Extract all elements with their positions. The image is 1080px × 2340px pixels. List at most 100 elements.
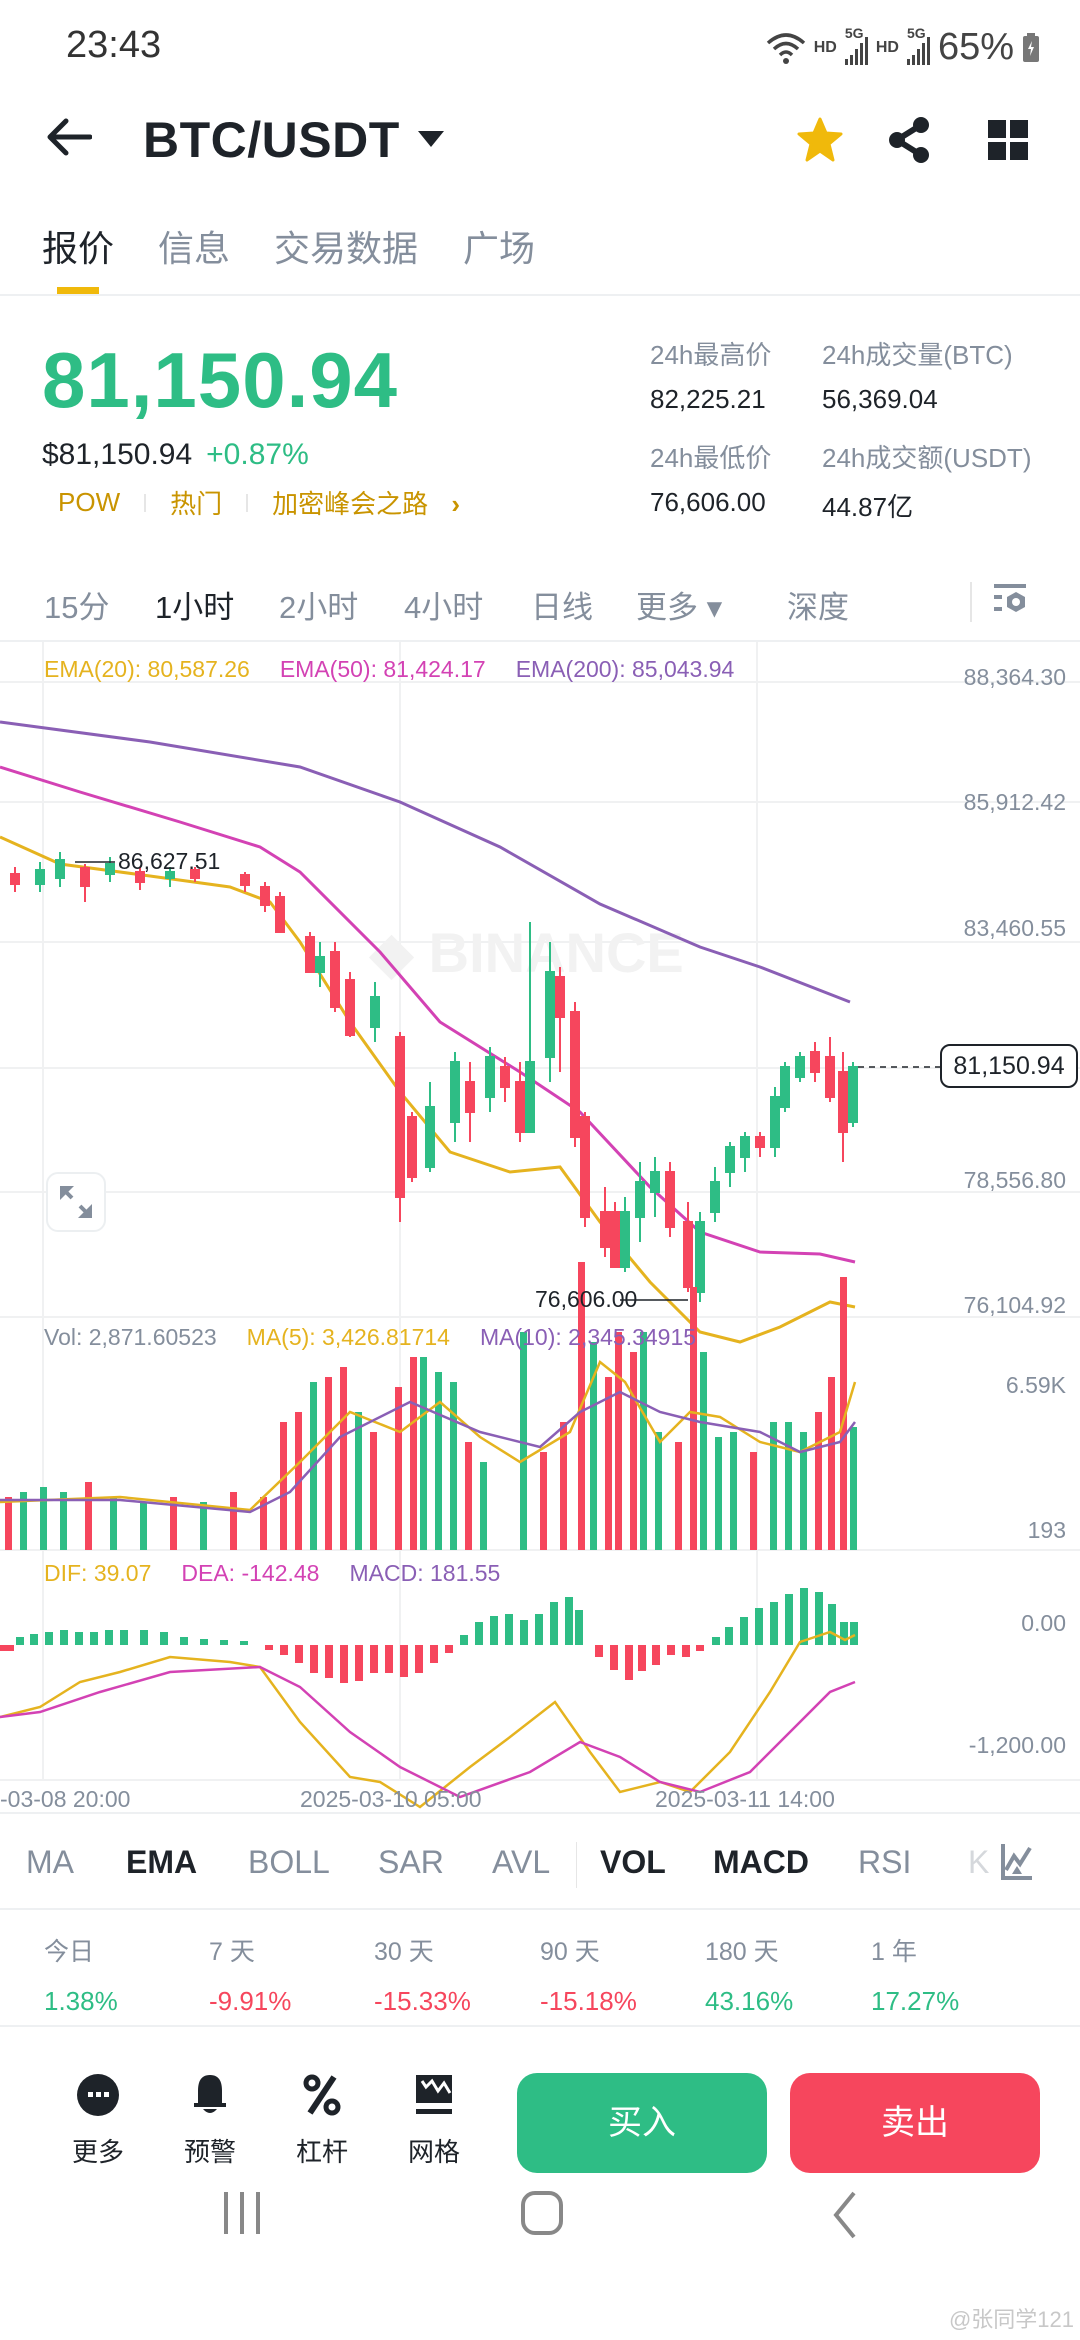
margin-button[interactable]: 杠杆 — [282, 2073, 362, 2169]
grid-trading-icon — [416, 2075, 452, 2114]
status-time: 23:43 — [66, 24, 162, 66]
indicator-avl[interactable]: AVL — [492, 1844, 551, 1880]
signal-icon-2: 5G — [906, 25, 930, 65]
chart-top-divider — [0, 640, 1080, 642]
indicator-rsi[interactable]: RSI — [858, 1844, 912, 1880]
indicator-settings-icon[interactable] — [990, 582, 1030, 622]
indicator-boll[interactable]: BOLL — [248, 1844, 330, 1880]
tag-pow[interactable]: POW — [58, 487, 121, 517]
star-icon[interactable] — [795, 115, 845, 165]
ema200-value: EMA(200): 85,043.94 — [515, 656, 735, 682]
tab-info[interactable]: 信息 — [158, 228, 231, 269]
back-nav-icon[interactable] — [830, 2190, 860, 2240]
grid-icon[interactable] — [983, 115, 1033, 165]
indicator-bar: MA EMA BOLL SAR AVL VOL MACD RSI K — [0, 1822, 1080, 1908]
stat-24h-vol-usdt: 24h成交额(USDT) 44.87亿 — [822, 438, 1031, 524]
timeframe-more[interactable]: 更多 ▾ — [636, 590, 723, 625]
tab-square[interactable]: 广场 — [463, 228, 536, 269]
share-icon[interactable] — [885, 115, 935, 165]
timeframe-2h[interactable]: 2小时 — [279, 590, 359, 625]
home-icon[interactable] — [520, 2190, 564, 2236]
current-price-tag: 81,150.94 — [940, 1044, 1078, 1088]
indicator-divider — [576, 1842, 577, 1888]
chart-canvas: ◆ BINANCE — [0, 642, 1080, 1809]
stat-value: 82,225.21 — [650, 384, 766, 414]
vol-ma10-value: MA(10): 2,345.34915 — [479, 1324, 697, 1350]
date-axis-label: -03-08 20:00 — [0, 1786, 131, 1812]
date-axis-label: 2025-03-11 14:00 — [655, 1786, 835, 1812]
stat-value: 56,369.04 — [822, 384, 938, 414]
low-marker-label: 76,606.00 — [535, 1286, 638, 1312]
battery-percent: 65% — [937, 26, 1014, 68]
date-axis-label: 2025-03-10 05:00 — [300, 1786, 482, 1812]
perf-7d: 7 天 -9.91% — [209, 1938, 292, 2016]
indicator-ema[interactable]: EMA — [126, 1844, 198, 1880]
signal-icon: 5G — [844, 25, 868, 65]
price-axis-label: 83,460.55 — [963, 915, 1066, 941]
status-bar: 23:43 HD 5G HD 5G 65% — [0, 0, 1080, 95]
usd-price: $81,150.94 — [42, 438, 193, 471]
back-arrow-icon[interactable] — [46, 117, 92, 157]
watermark: @张同学121 — [948, 2307, 1074, 2332]
pair-selector[interactable]: BTC/USDT — [143, 111, 444, 169]
volume-legend: Vol: 2,871.60523 MA(5): 3,426.81714 MA(1… — [44, 1324, 696, 1351]
kline-chart[interactable]: ◆ BINANCE — [0, 642, 1080, 1812]
active-tab-indicator — [57, 287, 99, 295]
indicator-ma[interactable]: MA — [26, 1844, 74, 1880]
tag-separator — [246, 493, 249, 512]
timeframe-15m[interactable]: 15分 — [44, 590, 110, 625]
indicator-kdj[interactable]: K — [968, 1844, 990, 1880]
stat-24h-low: 24h最低价 76,606.00 — [650, 438, 771, 518]
perf-1y: 1 年 17.27% — [871, 1938, 960, 2016]
indicator-vol[interactable]: VOL — [600, 1844, 666, 1880]
tag-crypto-summit[interactable]: 加密峰会之路 › — [272, 489, 461, 519]
tab-depth[interactable]: 深度 — [787, 590, 849, 625]
wifi-icon — [766, 32, 805, 64]
pair-name: BTC/USDT — [143, 112, 400, 168]
vol-value: Vol: 2,871.60523 — [44, 1324, 217, 1350]
price-axis-label: 76,104.92 — [963, 1292, 1066, 1318]
price-change: +0.87% — [206, 438, 309, 471]
macd-axis-label: -1,200.00 — [968, 1732, 1066, 1758]
indicator-chart-icon[interactable] — [1000, 1842, 1034, 1882]
chart-bottom-divider — [0, 1812, 1080, 1814]
battery-charging-icon — [1023, 32, 1039, 62]
sell-button[interactable]: 卖出 — [790, 2073, 1040, 2173]
hd-label: HD — [813, 38, 837, 56]
tag-hot[interactable]: 热门 — [170, 489, 223, 519]
stat-label: 24h最高价 — [650, 340, 772, 370]
svg-text:◆ BINANCE: ◆ BINANCE — [368, 921, 684, 984]
fullscreen-button[interactable] — [46, 1172, 106, 1232]
more-icon — [77, 2074, 119, 2116]
stat-value: 76,606.00 — [650, 487, 766, 517]
perf-90d: 90 天 -15.18% — [540, 1938, 637, 2016]
tabs-divider — [0, 294, 1080, 296]
timeframe-1d[interactable]: 日线 — [531, 590, 593, 625]
vol-axis-label: 193 — [1027, 1517, 1066, 1543]
stat-label: 24h最低价 — [650, 443, 772, 473]
timeframe-4h[interactable]: 4小时 — [404, 590, 484, 625]
alert-button[interactable]: 预警 — [170, 2073, 250, 2169]
perf-180d: 180 天 43.16% — [705, 1938, 794, 2016]
timeframe-divider — [970, 582, 972, 622]
indicator-sar[interactable]: SAR — [378, 1844, 444, 1880]
timeframe-1h[interactable]: 1小时 — [155, 590, 235, 625]
perf-30d: 30 天 -15.33% — [374, 1938, 471, 2016]
stat-24h-vol-btc: 24h成交量(BTC) 56,369.04 — [822, 335, 1013, 415]
tags-row: POW 热门 加密峰会之路 › — [58, 484, 460, 521]
vol-ma5-value: MA(5): 3,426.81714 — [246, 1324, 450, 1350]
recent-apps-icon[interactable] — [220, 2190, 264, 2236]
perf-today: 今日 1.38% — [44, 1938, 118, 2016]
buy-button[interactable]: 买入 — [517, 2073, 767, 2173]
performance-row: 今日 1.38% 7 天 -9.91% 30 天 -15.33% 90 天 -1… — [0, 1910, 1080, 2025]
grid-trading-button[interactable]: 网格 — [394, 2073, 474, 2169]
perf-divider — [0, 2025, 1080, 2027]
hd-label-2: HD — [875, 38, 899, 56]
tab-quote[interactable]: 报价 — [42, 228, 115, 269]
price-axis-label: 88,364.30 — [963, 664, 1066, 690]
stat-24h-high: 24h最高价 82,225.21 — [650, 335, 771, 415]
last-price: 81,150.94 — [42, 336, 399, 424]
indicator-macd[interactable]: MACD — [713, 1844, 809, 1880]
more-button[interactable]: 更多 — [58, 2073, 138, 2169]
tab-trading-data[interactable]: 交易数据 — [274, 228, 419, 269]
